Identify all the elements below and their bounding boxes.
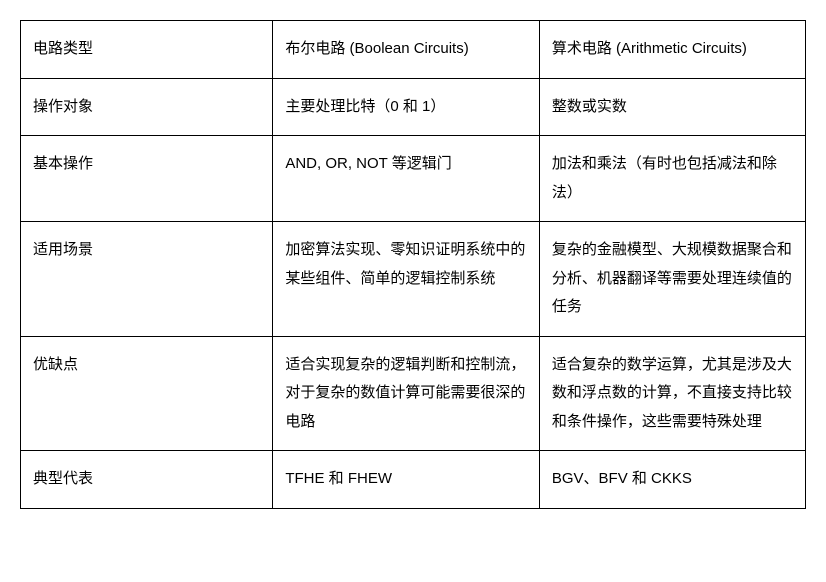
cell-row3-col1: 加密算法实现、零知识证明系统中的某些组件、简单的逻辑控制系统 — [273, 222, 540, 337]
table-row: 操作对象 主要处理比特（0 和 1） 整数或实数 — [21, 78, 806, 136]
table-row: 电路类型 布尔电路 (Boolean Circuits) 算术电路 (Arith… — [21, 21, 806, 79]
cell-row0-col1: 布尔电路 (Boolean Circuits) — [273, 21, 540, 79]
cell-row3-col2: 复杂的金融模型、大规模数据聚合和分析、机器翻译等需要处理连续值的任务 — [539, 222, 805, 337]
cell-row1-col2: 整数或实数 — [539, 78, 805, 136]
cell-row2-col2: 加法和乘法（有时也包括减法和除法） — [539, 136, 805, 222]
cell-row0-col0: 电路类型 — [21, 21, 273, 79]
cell-row5-col0: 典型代表 — [21, 451, 273, 509]
cell-row5-col1: TFHE 和 FHEW — [273, 451, 540, 509]
cell-row3-col0: 适用场景 — [21, 222, 273, 337]
table-row: 基本操作 AND, OR, NOT 等逻辑门 加法和乘法（有时也包括减法和除法） — [21, 136, 806, 222]
comparison-table: 电路类型 布尔电路 (Boolean Circuits) 算术电路 (Arith… — [20, 20, 806, 509]
table-row: 优缺点 适合实现复杂的逻辑判断和控制流，对于复杂的数值计算可能需要很深的电路 适… — [21, 336, 806, 451]
cell-row5-col2: BGV、BFV 和 CKKS — [539, 451, 805, 509]
table-row: 适用场景 加密算法实现、零知识证明系统中的某些组件、简单的逻辑控制系统 复杂的金… — [21, 222, 806, 337]
cell-row2-col0: 基本操作 — [21, 136, 273, 222]
table-row: 典型代表 TFHE 和 FHEW BGV、BFV 和 CKKS — [21, 451, 806, 509]
cell-row4-col1: 适合实现复杂的逻辑判断和控制流，对于复杂的数值计算可能需要很深的电路 — [273, 336, 540, 451]
cell-row0-col2: 算术电路 (Arithmetic Circuits) — [539, 21, 805, 79]
cell-row4-col2: 适合复杂的数学运算，尤其是涉及大数和浮点数的计算，不直接支持比较和条件操作，这些… — [539, 336, 805, 451]
cell-row4-col0: 优缺点 — [21, 336, 273, 451]
cell-row2-col1: AND, OR, NOT 等逻辑门 — [273, 136, 540, 222]
cell-row1-col0: 操作对象 — [21, 78, 273, 136]
cell-row1-col1: 主要处理比特（0 和 1） — [273, 78, 540, 136]
